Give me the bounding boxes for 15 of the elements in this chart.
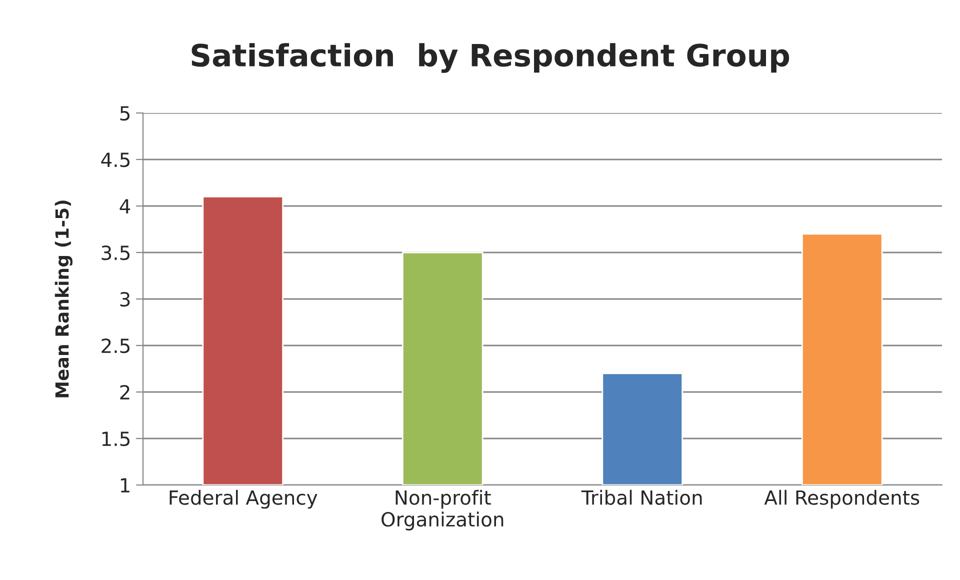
x-tick-label: Federal Agency: [170, 490, 318, 509]
y-tick-label: 4: [120, 199, 130, 214]
y-tick-label: 3.5: [102, 245, 130, 260]
y-tick-label: 4.5: [101, 152, 130, 168]
y-tick-label: 2.5: [102, 338, 130, 354]
x-tick-label: Non-profit Organization: [382, 490, 504, 530]
y-tick-label: 2: [120, 384, 130, 400]
chart-title: Satisfaction by Respondent Group: [192, 43, 790, 73]
y-tick-label: 1.5: [102, 432, 130, 446]
y-tick-label: 3: [120, 292, 130, 307]
x-tick-label: Tribal Nation: [581, 490, 702, 505]
y-tick-label: 1: [120, 478, 130, 492]
x-tick-label: All Respondents: [764, 490, 920, 509]
y-tick-label: 5: [120, 106, 130, 121]
y-axis-title: Mean Ranking (1-5): [54, 200, 72, 398]
